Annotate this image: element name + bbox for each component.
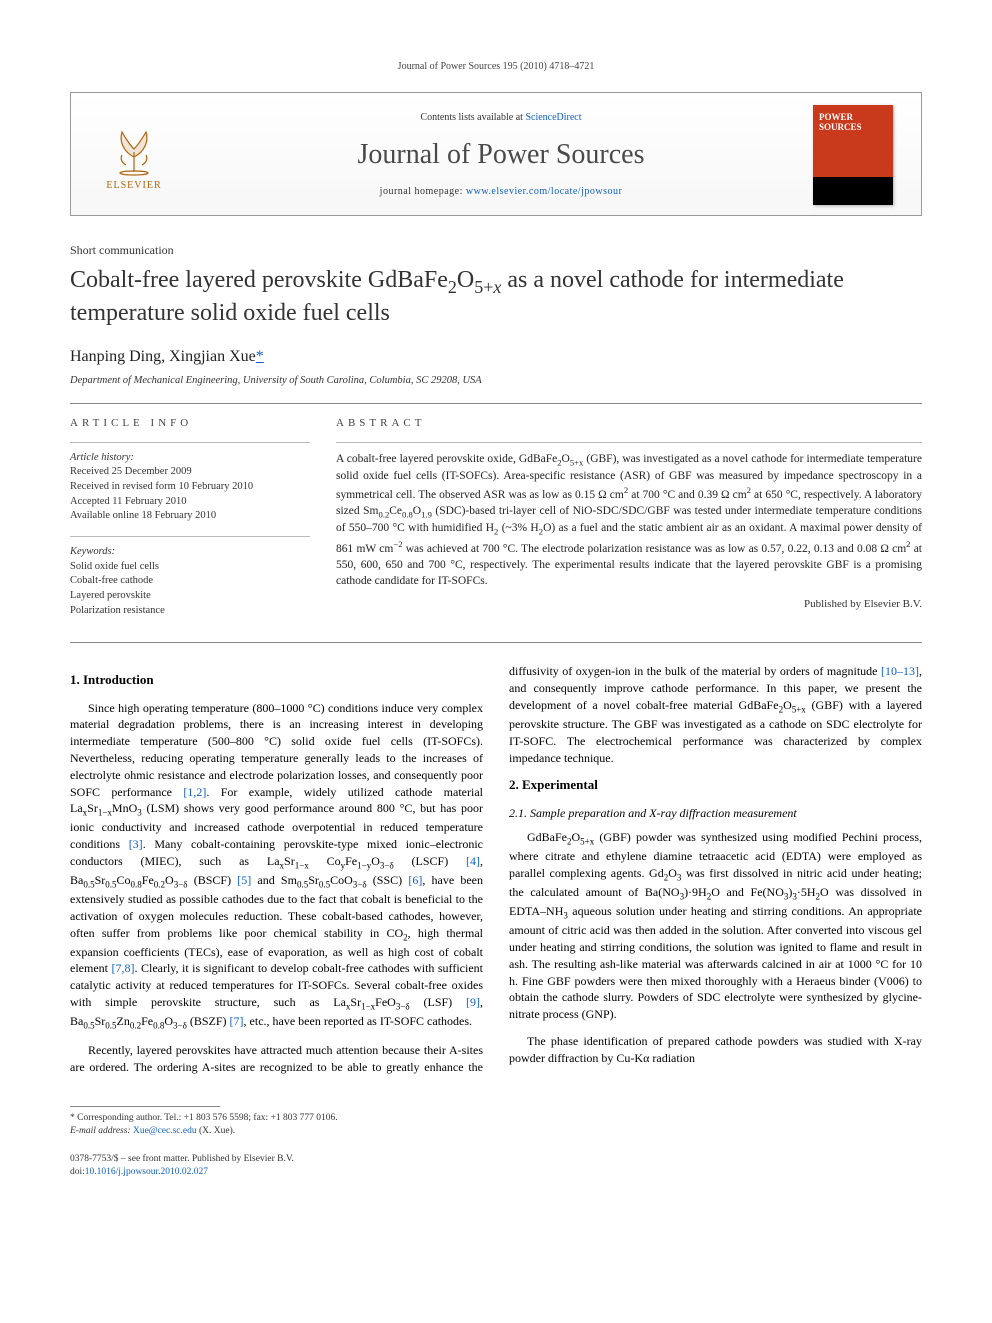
abstract-heading: ABSTRACT bbox=[336, 416, 922, 431]
intro-para-1: Since high operating temperature (800–10… bbox=[70, 700, 483, 1032]
homepage-line: journal homepage: www.elsevier.com/locat… bbox=[203, 185, 799, 199]
keyword: Layered perovskite bbox=[70, 590, 151, 601]
journal-cover-thumb: POWER SOURCES bbox=[813, 105, 893, 205]
homepage-prefix: journal homepage: bbox=[380, 186, 466, 197]
authors-line: Hanping Ding, Xingjian Xue* bbox=[70, 346, 922, 368]
history-line: Accepted 11 February 2010 bbox=[70, 496, 187, 507]
keyword: Cobalt-free cathode bbox=[70, 575, 153, 586]
section-rule-bottom bbox=[70, 642, 922, 643]
history-label: Article history: bbox=[70, 452, 134, 463]
publisher-logo: ELSEVIER bbox=[89, 110, 179, 200]
cover-band bbox=[813, 177, 893, 205]
abstract-block: ABSTRACT A cobalt-free layered perovskit… bbox=[336, 416, 922, 630]
abs-subrule bbox=[336, 442, 922, 443]
email-label: E-mail address: bbox=[70, 1126, 133, 1136]
email-line: E-mail address: Xue@cec.sc.edu (X. Xue). bbox=[70, 1125, 922, 1138]
doi-link[interactable]: 10.1016/j.jpowsour.2010.02.027 bbox=[85, 1167, 208, 1177]
footnote-rule bbox=[70, 1106, 220, 1107]
exp-para-2: The phase identification of prepared cat… bbox=[509, 1033, 922, 1067]
footer-block: * Corresponding author. Tel.: +1 803 576… bbox=[70, 1106, 922, 1179]
masthead-center: Contents lists available at ScienceDirec… bbox=[203, 111, 799, 198]
article-history: Article history: Received 25 December 20… bbox=[70, 451, 310, 524]
keywords-label: Keywords: bbox=[70, 546, 115, 557]
contents-prefix: Contents lists available at bbox=[420, 112, 525, 123]
running-head: Journal of Power Sources 195 (2010) 4718… bbox=[70, 60, 922, 74]
masthead: ELSEVIER Contents lists available at Sci… bbox=[70, 92, 922, 216]
affiliation: Department of Mechanical Engineering, Un… bbox=[70, 374, 922, 389]
email-suffix: (X. Xue). bbox=[197, 1126, 236, 1136]
info-subrule-1 bbox=[70, 442, 310, 443]
exp-para-1: GdBaFe2O5+x (GBF) powder was synthesized… bbox=[509, 829, 922, 1023]
homepage-link[interactable]: www.elsevier.com/locate/jpowsour bbox=[466, 186, 622, 197]
journal-name: Journal of Power Sources bbox=[203, 135, 799, 174]
section-heading-intro: 1. Introduction bbox=[70, 671, 483, 689]
cover-title: POWER SOURCES bbox=[819, 113, 887, 133]
history-line: Received in revised form 10 February 201… bbox=[70, 481, 253, 492]
keyword: Polarization resistance bbox=[70, 605, 165, 616]
subsection-heading-sample-prep: 2.1. Sample preparation and X-ray diffra… bbox=[509, 805, 922, 822]
abstract-text: A cobalt-free layered perovskite oxide, … bbox=[336, 451, 922, 589]
copyright-line: 0378-7753/$ – see front matter. Publishe… bbox=[70, 1153, 922, 1166]
corr-author-marker[interactable]: * bbox=[256, 348, 264, 365]
sciencedirect-link[interactable]: ScienceDirect bbox=[525, 112, 581, 123]
article-info-heading: ARTICLE INFO bbox=[70, 416, 310, 431]
corr-email-link[interactable]: Xue@cec.sc.edu bbox=[133, 1126, 197, 1136]
article-info-block: ARTICLE INFO Article history: Received 2… bbox=[70, 416, 310, 630]
info-subrule-2 bbox=[70, 536, 310, 537]
keywords-block: Keywords: Solid oxide fuel cells Cobalt-… bbox=[70, 545, 310, 618]
publisher-name: ELSEVIER bbox=[106, 179, 161, 193]
article-title: Cobalt-free layered perovskite GdBaFe2O5… bbox=[70, 265, 922, 328]
article-type: Short communication bbox=[70, 242, 922, 259]
history-line: Available online 18 February 2010 bbox=[70, 510, 216, 521]
doi-prefix: doi: bbox=[70, 1167, 85, 1177]
contents-available-line: Contents lists available at ScienceDirec… bbox=[203, 111, 799, 125]
author-names: Hanping Ding, Xingjian Xue bbox=[70, 348, 256, 365]
section-heading-experimental: 2. Experimental bbox=[509, 776, 922, 794]
keyword: Solid oxide fuel cells bbox=[70, 561, 159, 572]
published-by: Published by Elsevier B.V. bbox=[336, 597, 922, 612]
corresponding-author-footnote: * Corresponding author. Tel.: +1 803 576… bbox=[70, 1112, 922, 1125]
doi-line: doi:10.1016/j.jpowsour.2010.02.027 bbox=[70, 1166, 922, 1179]
body-columns: 1. Introduction Since high operating tem… bbox=[70, 663, 922, 1076]
history-line: Received 25 December 2009 bbox=[70, 466, 192, 477]
elsevier-tree-icon bbox=[104, 117, 164, 177]
